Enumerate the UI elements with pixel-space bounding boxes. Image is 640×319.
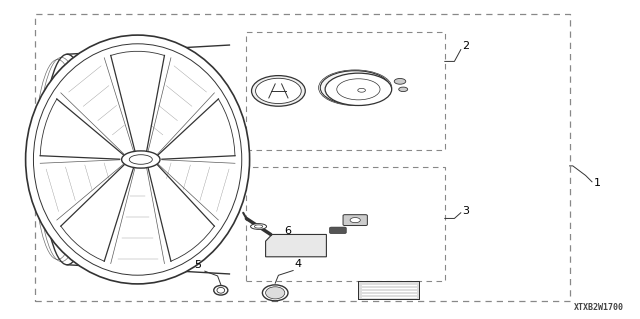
Text: 3: 3 [462,205,469,216]
FancyBboxPatch shape [358,281,419,299]
Ellipse shape [214,286,228,295]
Ellipse shape [255,78,301,104]
Text: 1: 1 [594,178,601,189]
Text: 6: 6 [284,226,291,236]
Ellipse shape [26,35,250,284]
Text: 5: 5 [195,260,202,270]
Bar [246,32,445,150]
Ellipse shape [122,151,160,168]
Ellipse shape [262,285,288,301]
Text: 2: 2 [462,41,469,51]
Ellipse shape [325,73,392,106]
Polygon shape [266,234,326,257]
Text: XTXB2W1700: XTXB2W1700 [574,303,624,312]
Text: 4: 4 [294,259,301,269]
FancyBboxPatch shape [330,227,346,234]
Circle shape [399,87,408,92]
Ellipse shape [320,71,390,105]
Ellipse shape [251,224,267,229]
Ellipse shape [266,287,285,299]
FancyBboxPatch shape [343,215,367,226]
Circle shape [394,78,406,84]
Bar [246,167,445,281]
Bar [35,14,570,301]
Ellipse shape [252,76,305,106]
Circle shape [350,218,360,223]
